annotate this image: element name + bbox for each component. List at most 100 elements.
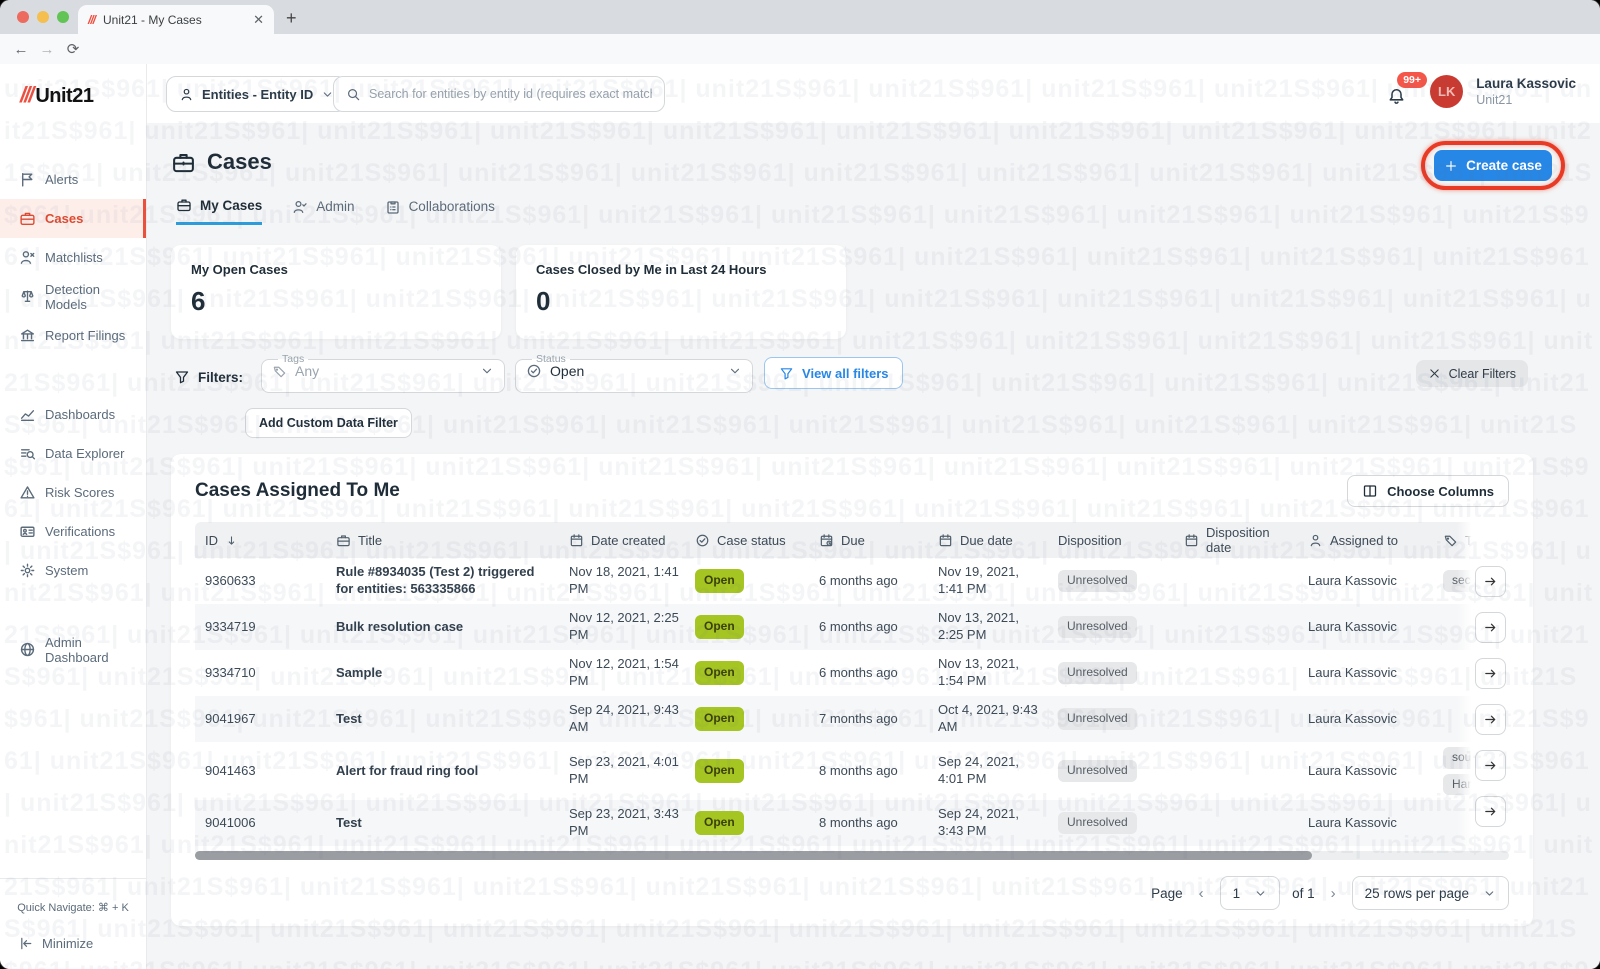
table-row[interactable]: 9041006 Test Sep 23, 2021, 3:43 PM Open … [195, 800, 1509, 847]
open-case-button[interactable] [1475, 566, 1506, 597]
rows-per-page-value: 25 rows per page [1364, 885, 1469, 901]
chevron-down-icon [730, 368, 740, 374]
avatar[interactable]: LK [1430, 74, 1464, 108]
cell-disposition: Unresolved [1056, 565, 1182, 597]
cell-due-date: Nov 19, 2021, 1:41 PM [938, 564, 1019, 596]
column-header-due-date[interactable]: Due date [936, 533, 1056, 548]
clear-filters-button[interactable]: Clear Filters [1415, 360, 1528, 387]
open-case-button[interactable] [1475, 612, 1506, 643]
sidebar-item-report-filings[interactable]: Report Filings [0, 316, 146, 355]
table-row[interactable]: 9041463 Alert for fraud ring fool Sep 23… [195, 742, 1509, 800]
new-tab-button[interactable]: + [286, 8, 297, 28]
table-row[interactable]: 9360633 Rule #8934035 (Test 2) triggered… [195, 558, 1509, 604]
choose-columns-button[interactable]: Choose Columns [1347, 475, 1509, 507]
sidebar: /// Unit21 Alerts Cases Matchlists [0, 64, 147, 969]
cell-case-status: Open [693, 656, 817, 690]
status-filter-dropdown[interactable]: Status Open [515, 353, 754, 393]
column-header-disposition[interactable]: Disposition [1056, 533, 1182, 548]
cell-title[interactable]: Alert for fraud ring fool [336, 762, 479, 778]
table-card-header: Cases Assigned To Me Choose Columns [171, 454, 1533, 522]
disposition-badge: Unresolved [1058, 662, 1137, 684]
sidebar-item-risk-scores[interactable]: Risk Scores [0, 473, 146, 512]
columns-icon [1363, 485, 1377, 497]
avatar-initials: LK [1438, 83, 1456, 99]
unit21-logo[interactable]: /// Unit21 [0, 64, 146, 108]
briefcase-icon [20, 212, 35, 226]
open-case-button[interactable] [1475, 750, 1506, 781]
sidebar-item-alerts[interactable]: Alerts [0, 160, 146, 199]
cell-id: 9334719 [205, 618, 256, 634]
tab-label: Collaborations [408, 199, 495, 214]
table-row[interactable]: 9041967 Test Sep 24, 2021, 9:43 AM Open … [195, 696, 1509, 742]
sidebar-item-system[interactable]: System [0, 551, 146, 590]
column-header-due[interactable]: Due [817, 533, 936, 548]
back-icon[interactable]: ← [13, 40, 29, 58]
previous-page-icon[interactable]: ‹ [1198, 884, 1204, 902]
page-number-select[interactable]: 1 [1219, 876, 1281, 911]
reload-icon[interactable]: ⟳ [66, 41, 80, 58]
scrollbar-thumb[interactable] [195, 851, 1312, 861]
tab-admin[interactable]: Admin [292, 197, 355, 225]
flag-icon [22, 172, 33, 187]
column-header-id[interactable]: ID [195, 533, 334, 548]
user-info[interactable]: Laura Kassovic Unit21 [1476, 76, 1576, 107]
open-case-button[interactable] [1475, 796, 1506, 827]
horizontal-scrollbar[interactable] [195, 851, 1509, 861]
search-list-icon [20, 449, 36, 460]
tags-filter-dropdown[interactable]: Tags Any [261, 353, 506, 393]
tab-collaborations[interactable]: Collaborations [385, 197, 495, 225]
add-custom-data-filter-button[interactable]: Add Custom Data Filter [245, 408, 412, 438]
cases-table-card: Cases Assigned To Me Choose Columns ID T… [171, 454, 1533, 926]
tag-icon [273, 366, 286, 377]
close-window-button[interactable] [17, 11, 29, 23]
browser-tab[interactable]: /// Unit21 - My Cases ✕ [78, 5, 274, 34]
tab-my-cases[interactable]: My Cases [176, 197, 263, 225]
column-header-date-created[interactable]: Date created [567, 533, 693, 548]
bell-icon [1389, 88, 1404, 104]
user-name: Laura Kassovic [1476, 75, 1576, 91]
forward-icon[interactable]: → [39, 40, 55, 58]
sidebar-item-admin-dashboard[interactable]: Admin Dashboard [0, 630, 146, 669]
minimize-window-button[interactable] [37, 11, 49, 23]
cell-title[interactable]: Rule #8934035 (Test 2) triggered for ent… [336, 564, 535, 596]
cell-title[interactable]: Test [336, 710, 362, 726]
calendar-clock-icon [820, 533, 833, 546]
minimize-sidebar-button[interactable]: Minimize [0, 914, 146, 951]
chevron-down-icon [1256, 891, 1265, 896]
create-case-button[interactable]: Create case [1434, 150, 1552, 181]
sidebar-item-cases[interactable]: Cases [0, 199, 146, 238]
chevron-down-icon [323, 91, 332, 97]
column-header-disposition-date[interactable]: Disposition date [1182, 525, 1306, 555]
view-all-filters-button[interactable]: View all filters [764, 357, 904, 389]
sidebar-item-data-explorer[interactable]: Data Explorer [0, 434, 146, 473]
next-page-icon[interactable]: › [1330, 884, 1336, 902]
create-case-label: Create case [1466, 158, 1542, 173]
sidebar-item-detection-models[interactable]: Detection Models [0, 277, 146, 316]
arrow-right-icon [1485, 807, 1496, 816]
column-label: Date created [591, 532, 666, 548]
cell-due-date: Nov 13, 2021, 1:54 PM [938, 656, 1019, 688]
entity-search-input[interactable] [369, 87, 652, 101]
entity-type-dropdown[interactable]: Entities - Entity ID [166, 76, 348, 112]
main-content: Cases Create case My Cases Admin [147, 123, 1600, 969]
sidebar-item-verifications[interactable]: Verifications [0, 512, 146, 551]
cell-title[interactable]: Sample [336, 664, 383, 680]
sidebar-item-matchlists[interactable]: Matchlists [0, 238, 146, 277]
zoom-window-button[interactable] [57, 11, 69, 23]
table-row[interactable]: 9334710 Sample Nov 12, 2021, 1:54 PM Ope… [195, 650, 1509, 696]
table-row[interactable]: 9334719 Bulk resolution case Nov 12, 202… [195, 604, 1509, 650]
sidebar-item-dashboards[interactable]: Dashboards [0, 395, 146, 434]
column-header-case-status[interactable]: Case status [693, 533, 817, 548]
stat-card-open-cases: My Open Cases 6 [171, 245, 501, 339]
column-header-title[interactable]: Title [334, 533, 567, 548]
open-case-button[interactable] [1475, 704, 1506, 735]
open-case-button[interactable] [1475, 658, 1506, 689]
tab-close-icon[interactable]: ✕ [253, 11, 264, 27]
cell-title[interactable]: Bulk resolution case [336, 618, 464, 634]
entity-search[interactable] [333, 76, 665, 112]
column-header-assigned-to[interactable]: Assigned to [1306, 533, 1441, 548]
cell-title[interactable]: Test [336, 814, 362, 830]
rows-per-page-select[interactable]: 25 rows per page [1351, 876, 1509, 911]
pagination: Page ‹ 1 of 1 › 25 rows per page [171, 860, 1533, 911]
notifications-button[interactable]: 99+ [1387, 72, 1427, 108]
